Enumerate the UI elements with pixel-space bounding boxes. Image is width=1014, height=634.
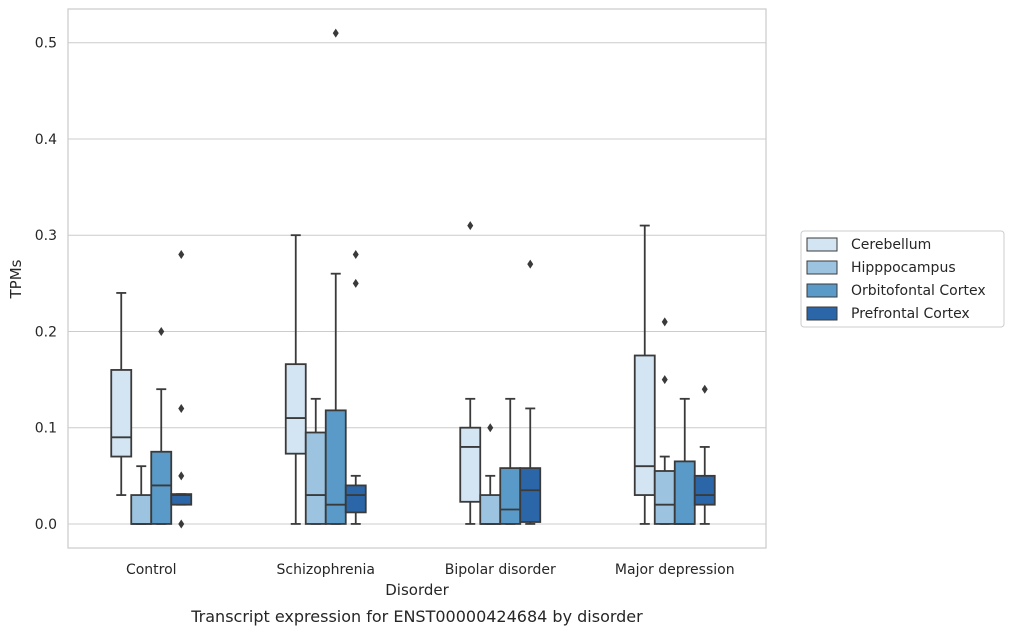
legend-frame xyxy=(800,230,1005,328)
box xyxy=(519,467,542,523)
box xyxy=(130,494,153,525)
outlier-point xyxy=(332,28,339,38)
box xyxy=(110,369,133,458)
y-tick-label: 0.1 xyxy=(35,421,57,437)
box-group xyxy=(110,292,133,496)
x-tick-label: Bipolar disorder xyxy=(445,562,556,578)
box xyxy=(284,363,307,455)
plot-area-frame xyxy=(67,8,767,549)
box xyxy=(170,493,193,506)
outlier-point xyxy=(178,403,185,413)
y-tick-label: 0.5 xyxy=(35,36,57,52)
box-group xyxy=(633,224,656,525)
legend-label: Cerebellum xyxy=(851,237,931,253)
outlier-point xyxy=(158,326,165,336)
legend-swatch xyxy=(806,237,838,252)
outlier-point xyxy=(527,259,534,269)
outlier-point xyxy=(701,384,708,394)
x-tick-label: Control xyxy=(126,562,177,578)
box xyxy=(304,431,327,525)
y-tick-label: 0.3 xyxy=(35,228,57,244)
outlier-point xyxy=(661,375,668,385)
outlier-point xyxy=(178,249,185,259)
box xyxy=(653,470,676,525)
box xyxy=(673,460,696,525)
box-group xyxy=(459,221,482,525)
box-group xyxy=(130,465,153,525)
legend-label: Hipppocampus xyxy=(851,260,956,276)
box-group xyxy=(304,397,327,525)
y-tick-label: 0.4 xyxy=(35,132,57,148)
x-axis-label: Disorder xyxy=(385,581,449,599)
legend-swatch xyxy=(806,283,838,298)
x-axis-ticks: Control Schizophrenia Bipolar disorder Majo… xyxy=(126,562,735,578)
outlier-point xyxy=(178,519,185,529)
box-group xyxy=(324,28,347,525)
box xyxy=(633,354,656,496)
box-group xyxy=(344,249,367,525)
box-group xyxy=(170,249,193,529)
y-tick-label: 0.2 xyxy=(35,324,57,340)
legend-label: Prefrontal Cortex xyxy=(851,306,970,322)
box-group xyxy=(150,326,173,525)
box xyxy=(150,450,173,525)
box-group xyxy=(479,423,502,525)
boxes-layer xyxy=(110,28,716,529)
box-group xyxy=(284,234,307,525)
outlier-point xyxy=(352,278,359,288)
box-group xyxy=(519,259,542,525)
box-group xyxy=(673,397,696,525)
x-tick-label: Major depression xyxy=(615,562,735,578)
box xyxy=(693,474,716,506)
grid-lines xyxy=(68,42,766,525)
x-tick-label: Schizophrenia xyxy=(277,562,375,578)
box-group xyxy=(693,384,716,525)
box-group xyxy=(653,317,676,525)
outlier-point xyxy=(487,423,494,433)
legend: Cerebellum Hipppocampus Orbitofontal Corte… xyxy=(800,230,1005,328)
box xyxy=(479,494,502,525)
legend-swatch xyxy=(806,260,838,275)
outlier-point xyxy=(352,249,359,259)
box xyxy=(459,426,482,503)
y-axis-label: TPMs xyxy=(7,259,25,299)
box xyxy=(499,467,522,525)
outlier-point xyxy=(467,221,474,231)
chart-caption: Transcript expression for ENST0000042468… xyxy=(190,607,643,626)
box-group xyxy=(499,397,522,525)
box xyxy=(344,484,367,514)
box xyxy=(324,409,347,525)
y-axis-ticks: 0.0 0.1 0.2 0.3 0.4 0.5 xyxy=(35,36,57,533)
legend-swatch xyxy=(806,306,838,321)
outlier-point xyxy=(178,471,185,481)
y-tick-label: 0.0 xyxy=(35,517,57,533)
legend-label: Orbitofontal Cortex xyxy=(851,283,986,299)
outlier-point xyxy=(661,317,668,327)
